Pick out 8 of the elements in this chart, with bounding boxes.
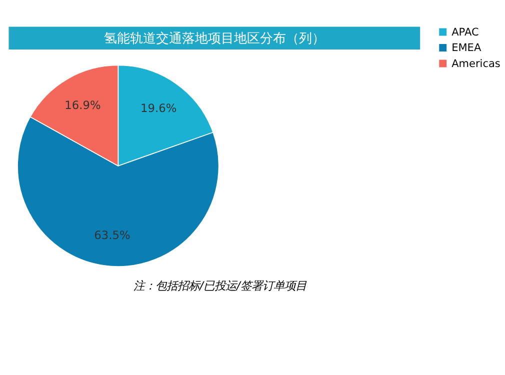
legend-label: APAC [452, 26, 479, 38]
chart-title: 氢能轨道交通落地项目地区分布（列） [104, 30, 325, 46]
legend-label: Americas [452, 58, 500, 70]
data-label: 19.6% [140, 101, 177, 116]
legend-label: EMEA [452, 42, 482, 54]
data-label: 16.9% [64, 98, 101, 112]
data-label: 63.5% [94, 228, 130, 242]
text: 注：包括招标/已投运/签署订单项目 [134, 278, 308, 292]
